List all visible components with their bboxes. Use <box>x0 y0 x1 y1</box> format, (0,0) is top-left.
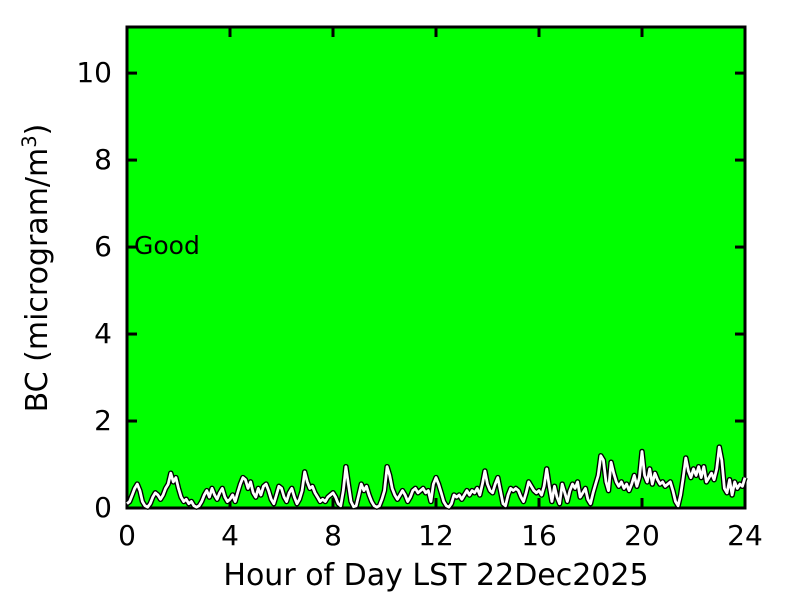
y-axis-title-close: ) <box>20 123 55 136</box>
y-axis-title-superscript: 3 <box>18 135 41 148</box>
bc-trace <box>126 445 747 509</box>
x-tick-label-0: 0 <box>118 519 136 552</box>
x-tick-label-24: 24 <box>727 519 763 552</box>
x-tick-label-4: 4 <box>221 519 239 552</box>
y-axis-title: BC (microgram/m3) <box>12 18 55 518</box>
plot-area-background <box>125 25 747 510</box>
x-tick-label-20: 20 <box>624 519 660 552</box>
y-tick-label-4: 4 <box>94 317 112 351</box>
y-axis-title-text: BC (microgram/m <box>20 147 55 413</box>
x-axis-title: Hour of Day LST 22Dec2025 <box>223 558 649 593</box>
y-tick-label-6: 6 <box>94 230 112 264</box>
x-tick-label-12: 12 <box>418 519 454 552</box>
y-tick-label-2: 2 <box>94 404 112 438</box>
y-tick-label-8: 8 <box>94 143 112 177</box>
y-tick-label-0: 0 <box>94 491 112 524</box>
aqi-category-label: Good <box>134 231 200 260</box>
x-tick-label-8: 8 <box>324 519 342 552</box>
y-tick-label-10: 10 <box>76 56 112 90</box>
x-tick-label-16: 16 <box>521 519 557 552</box>
